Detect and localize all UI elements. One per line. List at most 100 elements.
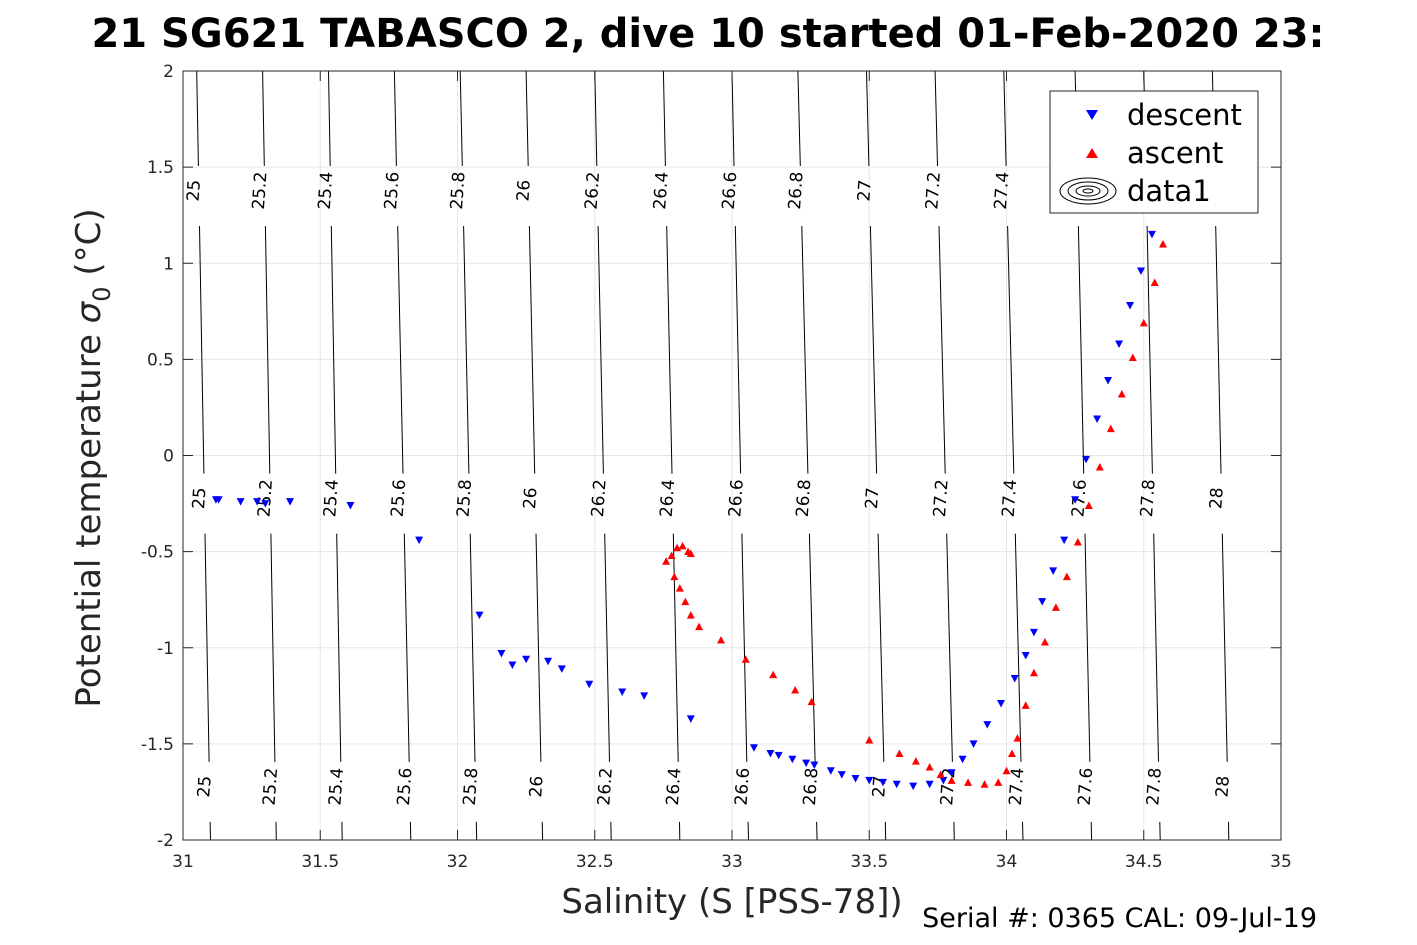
- legend-ascent-label: ascent: [1127, 136, 1223, 170]
- density-contour-label: 26.8: [785, 171, 808, 210]
- y-tick-label: -0.5: [141, 543, 174, 563]
- density-contour-label: 26.6: [719, 171, 742, 210]
- descent-point: [497, 650, 506, 658]
- descent-point: [892, 780, 901, 789]
- density-contour-label: 26.4: [657, 479, 680, 518]
- y-axis-label-unit: (°C): [69, 208, 109, 286]
- ascent-point: [681, 597, 690, 606]
- descent-point: [557, 665, 566, 673]
- ascent-point: [925, 762, 934, 771]
- density-contour-line: [525, 70, 544, 841]
- ascent-point: [670, 572, 679, 581]
- density-contour-label: 27: [862, 487, 883, 510]
- density-contour-label: 27.2: [930, 479, 953, 518]
- ascent-point: [1007, 749, 1016, 757]
- density-contour-label: 25.8: [454, 479, 477, 518]
- density-contour-line: [934, 70, 955, 841]
- y-tick-label: -1: [157, 639, 174, 659]
- density-contour-label: 27.4: [991, 171, 1014, 210]
- descent-point: [1104, 377, 1113, 385]
- density-contour-line: [797, 70, 818, 841]
- density-contour-label: 26.4: [650, 171, 673, 210]
- ascent-point: [1158, 240, 1167, 248]
- x-tick-label: 34.5: [1125, 852, 1163, 872]
- ascent-point: [964, 778, 973, 786]
- density-contour-line: [328, 70, 343, 841]
- density-contour-label: 25.4: [315, 171, 338, 210]
- ascent-point: [1002, 766, 1011, 775]
- descent-point: [1060, 536, 1069, 545]
- descent-point: [1071, 496, 1080, 504]
- ascent-point: [678, 541, 687, 550]
- y-axis-ticks: -2 -1.5 -1 -0.5 0 0.5 1 1.5 2: [141, 62, 1281, 851]
- legend-descent-label: descent: [1127, 98, 1242, 132]
- density-contour-label: 25.8: [460, 767, 483, 806]
- descent-point: [1029, 628, 1038, 637]
- descent-point: [865, 776, 874, 785]
- density-contour-label: 26.8: [793, 479, 816, 518]
- density-contour-line: [196, 70, 211, 841]
- descent-point: [1147, 230, 1156, 239]
- y-tick-label: 0: [163, 447, 174, 467]
- descent-point: [983, 721, 992, 729]
- y-axis-label-main: Potential temperature: [69, 323, 109, 707]
- descent-point: [253, 498, 262, 506]
- ascent-point: [895, 749, 904, 757]
- descent-point: [766, 749, 775, 758]
- x-tick-label: 32.5: [576, 852, 614, 872]
- descent-point: [939, 776, 948, 785]
- ascent-point: [1128, 353, 1137, 361]
- legend-data1-label: data1: [1127, 174, 1211, 208]
- density-contour-line: [662, 70, 681, 841]
- density-contour-label: 28: [1206, 487, 1227, 510]
- density-contour-label: 27.6: [1075, 767, 1098, 806]
- ascent-point: [936, 770, 945, 779]
- y-axis-label-sigma: σ: [69, 300, 109, 323]
- density-contour-label: 25.6: [388, 479, 411, 518]
- ascent-point: [1139, 318, 1148, 327]
- descent-point: [508, 661, 517, 670]
- density-contour-label: 25.2: [260, 767, 283, 806]
- legend-descent-marker: [1086, 110, 1098, 120]
- density-contour-label: 27.8: [1143, 767, 1166, 806]
- descent-point: [947, 769, 956, 777]
- ascent-point: [1021, 701, 1030, 709]
- y-tick-label: 1.5: [147, 158, 174, 178]
- ascent-point: [911, 757, 920, 765]
- density-contour-label: 28: [1212, 775, 1233, 798]
- density-contour-label: 25.8: [447, 171, 470, 210]
- x-tick-label: 35: [1270, 852, 1292, 872]
- descent-point: [802, 759, 811, 768]
- density-contour-label: 25.4: [325, 767, 348, 806]
- density-contour-label: 26.6: [725, 479, 748, 518]
- legend-ascent-marker: [1086, 148, 1098, 158]
- ascent-point: [1013, 734, 1022, 742]
- x-tick-label: 33: [721, 852, 743, 872]
- descent-point: [969, 740, 978, 748]
- descent-point: [261, 500, 270, 508]
- ascent-point: [865, 736, 874, 744]
- ascent-point: [1106, 424, 1115, 433]
- density-contour-line: [459, 70, 478, 841]
- ascent-point: [1029, 668, 1038, 677]
- density-contour-label: 26.2: [581, 171, 604, 210]
- ascent-point: [1084, 501, 1093, 509]
- density-contour-line: [731, 70, 749, 841]
- density-contour-label: 26.2: [594, 767, 617, 806]
- density-contour-label: 25: [189, 487, 210, 510]
- descent-point: [878, 778, 887, 787]
- ascent-point: [741, 655, 750, 663]
- descent-point: [214, 496, 223, 504]
- density-contour-label: 27.4: [999, 479, 1022, 518]
- density-contour-label: 25.2: [254, 479, 277, 518]
- ascent-point: [695, 622, 704, 631]
- ascent-point: [1150, 278, 1159, 286]
- descent-point: [826, 767, 835, 775]
- density-contour-label: 26.2: [588, 479, 611, 518]
- descent-point: [788, 755, 797, 764]
- descent-point: [1137, 267, 1146, 275]
- descent-point: [1126, 302, 1135, 310]
- density-contour-label: 27.6: [1068, 479, 1091, 518]
- ascent-point: [667, 551, 676, 559]
